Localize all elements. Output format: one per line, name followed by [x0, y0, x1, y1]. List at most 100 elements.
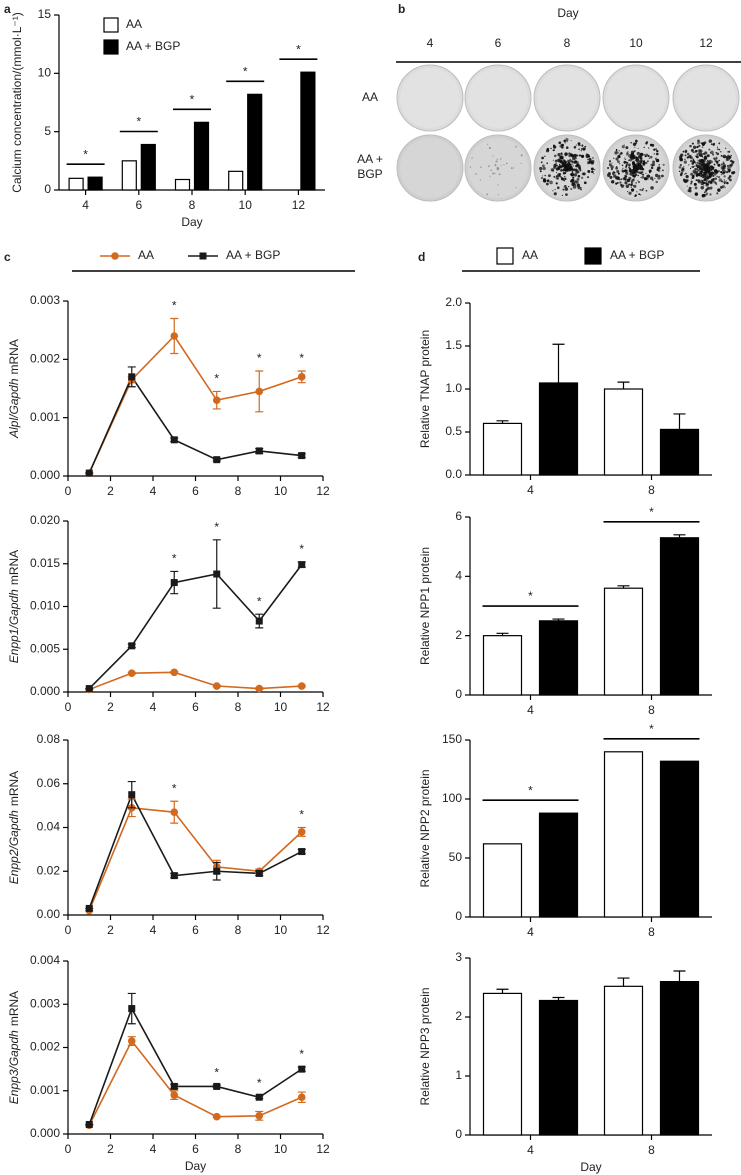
- speck: [546, 179, 550, 183]
- speck: [662, 163, 665, 166]
- speck: [691, 162, 694, 165]
- y-tick-label: 100: [442, 791, 462, 805]
- y-tick-label: 0.003: [30, 293, 60, 307]
- bar: [659, 537, 700, 696]
- bar: [174, 178, 191, 191]
- speck: [540, 161, 543, 164]
- speck: [576, 177, 580, 181]
- speck: [694, 171, 697, 174]
- speck: [568, 185, 570, 188]
- legend-swatch: [103, 17, 119, 33]
- speck: [617, 152, 620, 154]
- speck: [573, 153, 577, 158]
- y-label-unit: mRNA: [7, 991, 21, 1026]
- speck: [553, 192, 557, 196]
- significance-mark: *: [257, 351, 262, 365]
- bar: [603, 388, 644, 476]
- speck: [609, 162, 611, 164]
- marker: [297, 682, 306, 690]
- speck: [692, 151, 695, 154]
- speck: [712, 175, 714, 177]
- speck: [500, 165, 502, 167]
- speck: [645, 141, 649, 144]
- error-bar: [552, 343, 565, 383]
- speck: [722, 162, 725, 165]
- x-tick-label: 4: [150, 484, 157, 498]
- speck: [562, 188, 565, 191]
- speck: [552, 190, 554, 192]
- speck: [630, 174, 632, 176]
- speck: [718, 142, 721, 145]
- significance-mark: *: [83, 147, 88, 161]
- speck: [647, 147, 650, 149]
- marker: [297, 1093, 306, 1102]
- speck: [584, 181, 587, 185]
- bar: [603, 587, 644, 696]
- x-tick-label: 4: [527, 1143, 534, 1157]
- speck: [697, 139, 700, 143]
- bar: [300, 71, 316, 191]
- y-label-unit: mRNA: [7, 550, 21, 585]
- series-line: [88, 806, 303, 911]
- speck: [652, 165, 654, 167]
- speck: [617, 160, 620, 163]
- speck: [683, 165, 685, 167]
- speck: [623, 144, 625, 146]
- speck: [682, 150, 685, 153]
- speck: [706, 161, 708, 163]
- speck: [609, 175, 613, 179]
- speck: [708, 139, 713, 143]
- speck: [608, 160, 612, 163]
- error-bar: [673, 413, 686, 430]
- speck: [573, 173, 578, 177]
- speck: [575, 180, 579, 184]
- marker: [212, 682, 221, 690]
- speck: [561, 177, 565, 181]
- speck: [565, 169, 569, 172]
- x-tick-label: 8: [235, 1142, 242, 1156]
- speck: [583, 149, 585, 151]
- speck: [718, 178, 723, 182]
- speck: [695, 170, 699, 174]
- speck: [625, 182, 627, 184]
- error-bar: [552, 996, 565, 1001]
- speck: [691, 149, 694, 152]
- x-tick-label: 4: [527, 483, 534, 497]
- row-label: AA: [361, 90, 378, 104]
- speck: [559, 175, 562, 178]
- speck: [644, 161, 646, 164]
- speck: [632, 161, 634, 164]
- marker: [128, 1005, 136, 1013]
- speck: [718, 159, 720, 162]
- speck: [570, 160, 573, 163]
- speck: [624, 158, 627, 161]
- speck: [565, 187, 568, 189]
- speck: [686, 185, 688, 187]
- speck: [624, 178, 627, 181]
- speck: [571, 182, 575, 187]
- speck: [628, 179, 631, 182]
- y-tick-label: 0.00: [37, 907, 61, 921]
- speck: [645, 153, 649, 157]
- speck: [613, 157, 615, 159]
- speck: [637, 174, 639, 177]
- y-tick-label: 0: [44, 182, 51, 196]
- x-tick-label: 4: [150, 1142, 157, 1156]
- speck: [705, 167, 708, 170]
- y-axis-label: Alpl/Gapdh mRNA: [7, 339, 21, 439]
- speck: [580, 188, 582, 191]
- speck: [539, 166, 543, 171]
- speck: [651, 179, 654, 181]
- y-tick-label: 0.002: [30, 1040, 60, 1054]
- speck: [499, 157, 502, 160]
- y-tick-label: 0.5: [445, 424, 462, 438]
- y-tick-label: 15: [38, 7, 52, 21]
- y-tick-label: 0.015: [30, 556, 60, 570]
- speck: [575, 164, 578, 168]
- speck: [490, 169, 492, 172]
- speck: [577, 142, 581, 145]
- speck: [554, 188, 556, 191]
- speck: [701, 168, 704, 172]
- speck: [629, 171, 632, 174]
- speck: [709, 160, 713, 164]
